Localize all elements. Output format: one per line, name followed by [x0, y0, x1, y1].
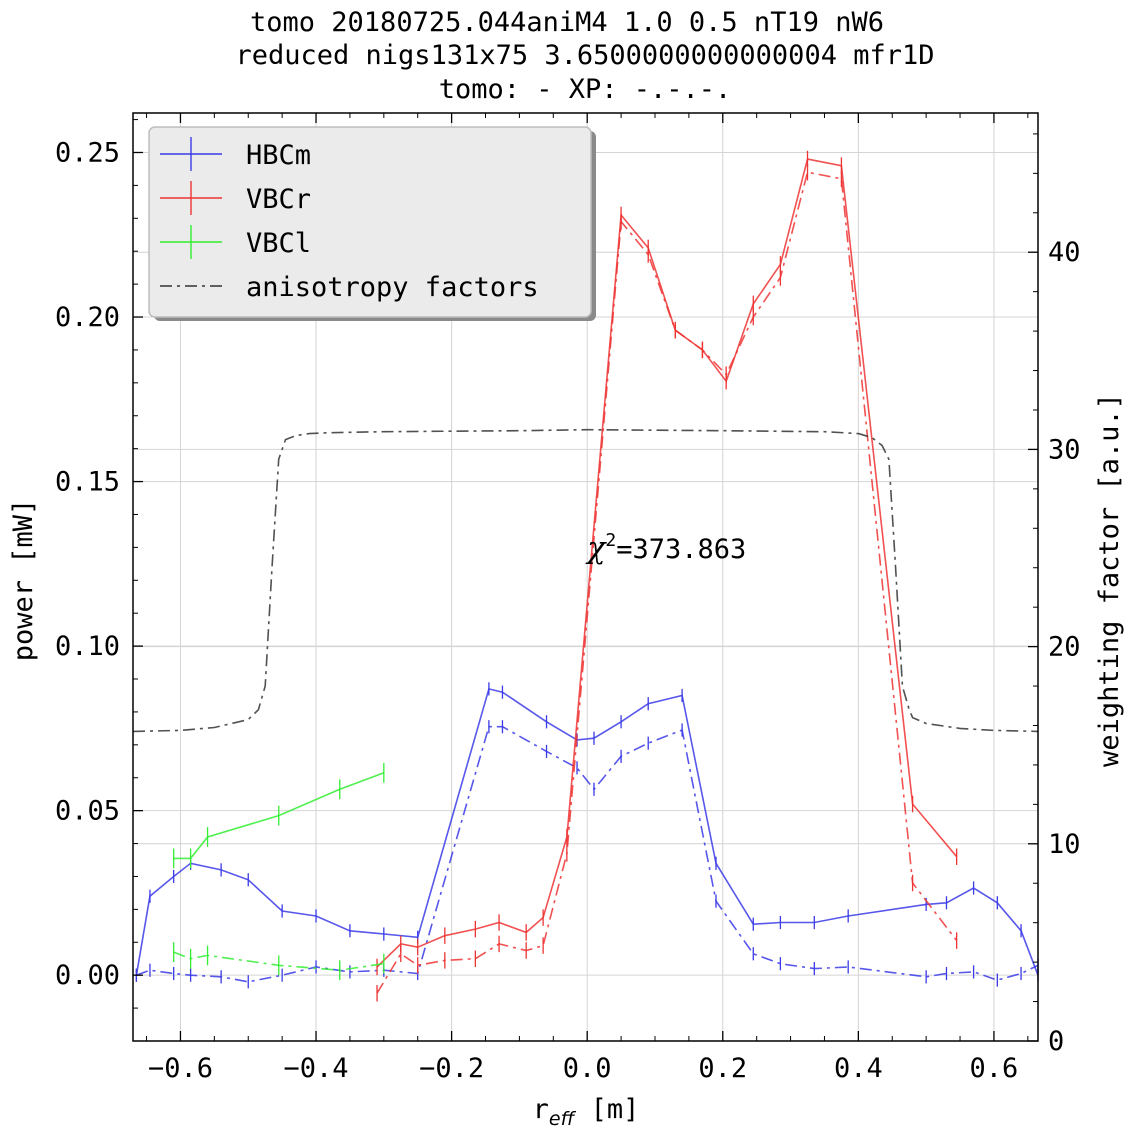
title-line-2: reduced nigs131x75 3.6500000000000004 mf…	[236, 40, 935, 71]
x-tick-label: −0.2	[419, 1053, 484, 1084]
y2-tick-label: 10	[1048, 829, 1081, 860]
chi-superscript: 2	[605, 530, 616, 551]
y2-tick-label: 40	[1048, 237, 1081, 268]
y-tick-label: 0.00	[55, 960, 120, 991]
legend-label-anisotropy-factors: anisotropy factors	[246, 272, 539, 303]
legend: HBCm VBCr VBCl anisotropy factors	[148, 126, 596, 321]
y-tick-label: 0.05	[55, 796, 120, 827]
chi-symbol: χ	[585, 531, 607, 566]
y-axis-label: power [mW]	[8, 499, 39, 662]
legend-box	[148, 126, 592, 318]
y-tick-label: 0.15	[55, 467, 120, 498]
x-tick-label: 0.6	[970, 1053, 1019, 1084]
x-tick-label: 0.4	[834, 1053, 883, 1084]
series-line-vbcl	[173, 772, 385, 860]
chart-title: tomo 20180725.044aniM4 1.0 0.5 nT19 nW6 …	[236, 7, 935, 105]
legend-label-hbcm: HBCm	[246, 140, 311, 171]
legend-label-vbcr: VBCr	[246, 184, 311, 215]
x-axis-label: reff [m]	[533, 1094, 640, 1130]
x-tick-label: −0.6	[148, 1053, 213, 1084]
y2-tick-label: 20	[1048, 632, 1081, 663]
y-tick-label: 0.20	[55, 302, 120, 333]
series-layer	[132, 150, 1039, 1002]
chi-square-annotation: χ2=373.863	[585, 530, 746, 566]
plot-frame	[132, 112, 1039, 1042]
series-line-hbcm-synthetic	[136, 725, 1039, 983]
axes: −0.6 −0.4 −0.2 0.0 0.2 0.4 0.6 0.00 0.05 0.10 0.15…	[55, 113, 1081, 1084]
x-axis-label-sub: eff	[549, 1108, 577, 1130]
x-tick-label: 0.0	[563, 1053, 612, 1084]
x-tick-label: 0.2	[698, 1053, 747, 1084]
x-axis-label-main: r	[533, 1094, 549, 1125]
y-tick-label: 0.25	[55, 137, 120, 168]
series-line-vbcr	[376, 158, 958, 968]
title-line-1: tomo 20180725.044aniM4 1.0 0.5 nT19 nW6	[250, 7, 884, 38]
title-line-3: tomo: - XP: -.-.-.	[439, 74, 732, 105]
y2-tick-label: 30	[1048, 434, 1081, 465]
series-line-anisotropy-factors	[132, 428, 1039, 733]
legend-entries: HBCm VBCr VBCl anisotropy factors	[160, 137, 539, 303]
chi-value: =373.863	[616, 534, 746, 565]
y2-tick-label: 0	[1048, 1026, 1064, 1057]
legend-label-vbcl: VBCl	[246, 228, 311, 259]
series-line-vbcl-synthetic	[173, 951, 384, 972]
x-tick-label: −0.4	[284, 1053, 349, 1084]
x-axis-label-unit: [m]	[574, 1094, 639, 1125]
y-tick-label: 0.10	[55, 631, 120, 662]
y2-axis-label: weighting factor [a.u.]	[1094, 393, 1125, 767]
